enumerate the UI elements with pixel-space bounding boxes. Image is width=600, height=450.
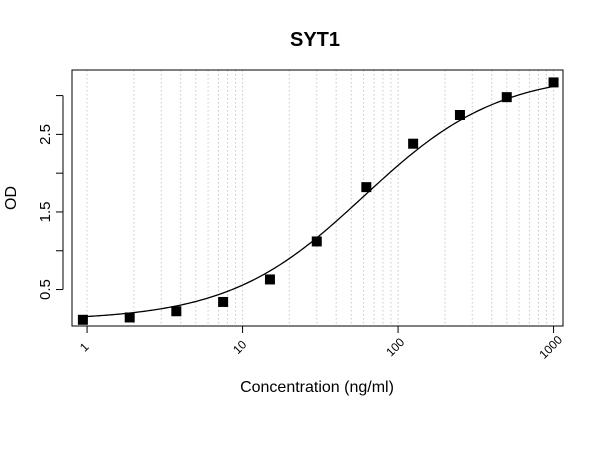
data-point (361, 182, 372, 193)
data-point (454, 109, 465, 120)
x-tick-label: 1 (77, 340, 92, 355)
fit-curve (82, 85, 554, 318)
x-tick-label: 1000 (536, 333, 565, 362)
grid-lines (86, 70, 555, 326)
data-point (124, 312, 135, 323)
data-point (77, 314, 88, 325)
x-axis-title: Concentration (ng/ml) (240, 379, 394, 396)
data-point (218, 296, 229, 307)
data-point (311, 236, 322, 247)
x-tick-label: 10 (230, 337, 250, 357)
y-axis-title: OD (3, 186, 20, 210)
y-tick-label: 1.5 (37, 202, 54, 223)
y-tick-label: 0.5 (37, 279, 54, 300)
data-point (548, 77, 559, 88)
data-point (171, 306, 182, 317)
chart-title: SYT1 (290, 29, 340, 51)
y-axis: 0.5 1.5 2.5 (37, 95, 64, 300)
y-tick-label: 2.5 (37, 124, 54, 145)
data-points (77, 77, 559, 325)
data-point (408, 138, 419, 149)
x-axis: 1 10 100 1000 (77, 326, 565, 362)
plot-frame (71, 69, 564, 327)
data-point (501, 92, 512, 103)
x-tick-label: 100 (383, 335, 407, 359)
data-point (264, 274, 275, 285)
